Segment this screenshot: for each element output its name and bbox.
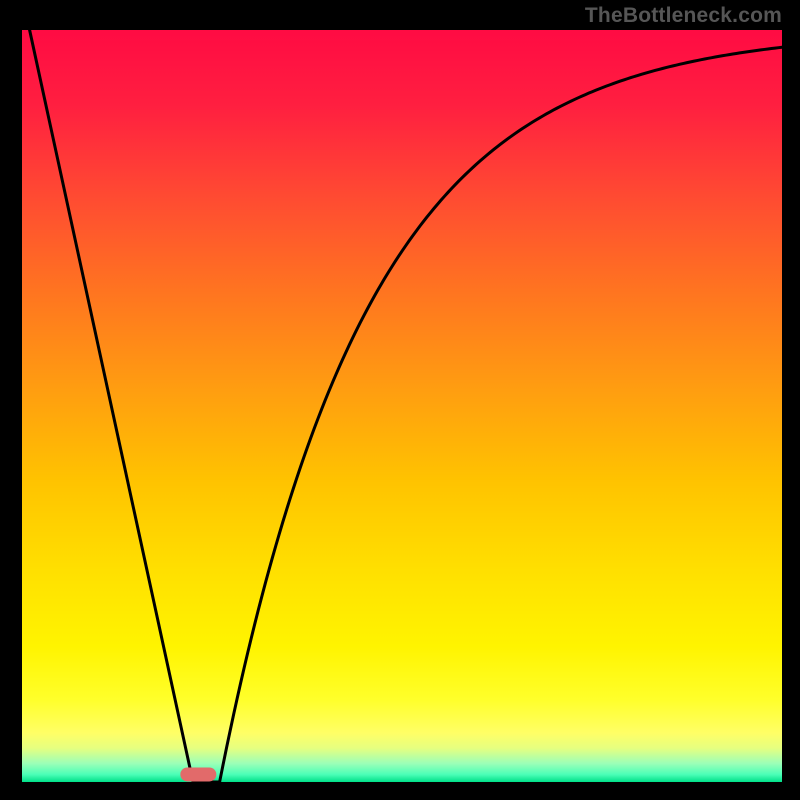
plot-background	[22, 30, 782, 782]
watermark-text: TheBottleneck.com	[585, 4, 782, 28]
chart-container: TheBottleneck.com	[0, 0, 800, 800]
chart-svg	[0, 0, 800, 800]
min-marker	[180, 767, 216, 781]
